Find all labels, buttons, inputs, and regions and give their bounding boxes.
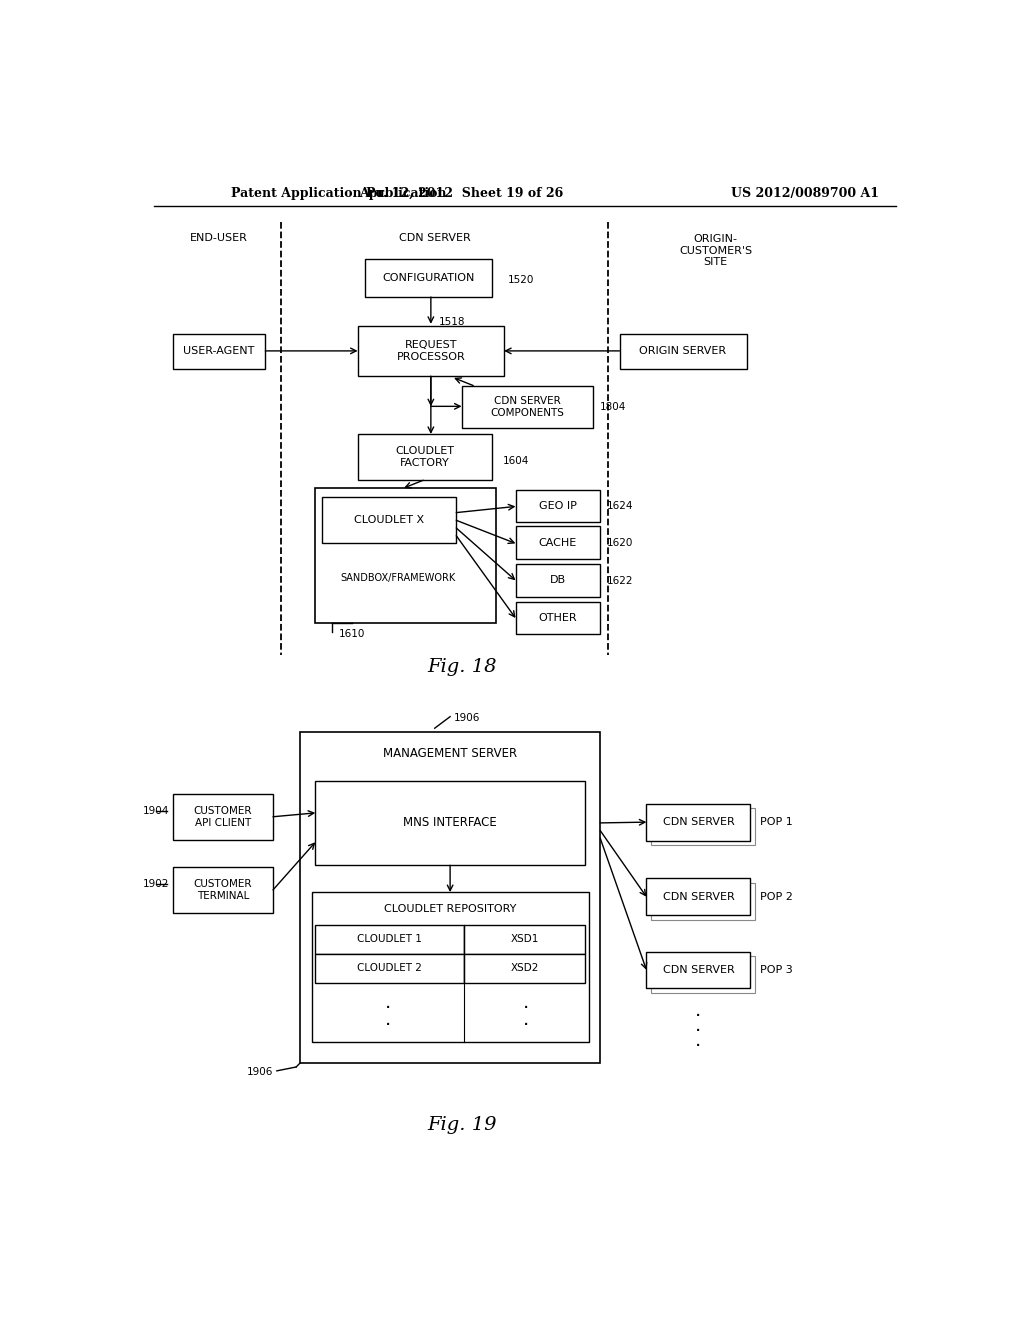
Text: 1804: 1804 <box>600 403 627 412</box>
Text: .: . <box>385 1010 391 1028</box>
Text: ORIGIN-
CUSTOMER'S
SITE: ORIGIN- CUSTOMER'S SITE <box>679 234 753 268</box>
FancyBboxPatch shape <box>322 498 457 544</box>
FancyBboxPatch shape <box>366 259 493 297</box>
Text: 1902: 1902 <box>142 879 169 888</box>
FancyBboxPatch shape <box>315 488 497 623</box>
Text: CUSTOMER
TERMINAL: CUSTOMER TERMINAL <box>194 879 252 900</box>
Text: CLOUDLET REPOSITORY: CLOUDLET REPOSITORY <box>384 904 516 915</box>
Text: Patent Application Publication: Patent Application Publication <box>230 186 446 199</box>
Text: CLOUDLET
FACTORY: CLOUDLET FACTORY <box>395 446 455 469</box>
FancyBboxPatch shape <box>515 564 600 597</box>
Text: .: . <box>695 1031 701 1051</box>
Text: GEO IP: GEO IP <box>539 500 577 511</box>
FancyBboxPatch shape <box>464 924 585 954</box>
Text: CONFIGURATION: CONFIGURATION <box>383 273 475 282</box>
Text: Fig. 19: Fig. 19 <box>427 1115 497 1134</box>
Text: US 2012/0089700 A1: US 2012/0089700 A1 <box>731 186 880 199</box>
FancyBboxPatch shape <box>515 527 600 558</box>
Text: .: . <box>523 993 529 1012</box>
Text: 1906: 1906 <box>454 713 480 723</box>
Text: 1520: 1520 <box>508 275 535 285</box>
Text: XSD1: XSD1 <box>510 935 539 944</box>
FancyBboxPatch shape <box>515 490 600 521</box>
Text: 1610: 1610 <box>339 630 365 639</box>
Text: REQUEST
PROCESSOR: REQUEST PROCESSOR <box>396 341 465 362</box>
Text: .: . <box>695 1001 701 1019</box>
Text: .: . <box>385 993 391 1012</box>
Text: Apr. 12, 2012  Sheet 19 of 26: Apr. 12, 2012 Sheet 19 of 26 <box>359 186 564 199</box>
FancyBboxPatch shape <box>357 434 493 480</box>
Text: USER-AGENT: USER-AGENT <box>183 346 255 356</box>
FancyBboxPatch shape <box>646 878 751 915</box>
FancyBboxPatch shape <box>357 326 504 376</box>
FancyBboxPatch shape <box>651 883 755 920</box>
FancyBboxPatch shape <box>300 733 600 1063</box>
FancyBboxPatch shape <box>646 952 751 989</box>
FancyBboxPatch shape <box>651 956 755 993</box>
Text: POP 2: POP 2 <box>760 892 793 902</box>
Text: CDN SERVER: CDN SERVER <box>398 232 471 243</box>
Text: 1624: 1624 <box>606 502 633 511</box>
Text: CLOUDLET 1: CLOUDLET 1 <box>357 935 422 944</box>
Text: DB: DB <box>550 576 566 585</box>
FancyBboxPatch shape <box>315 924 464 954</box>
Text: POP 1: POP 1 <box>760 817 793 828</box>
Text: .: . <box>695 1016 701 1035</box>
FancyBboxPatch shape <box>173 334 265 368</box>
Text: SANDBOX/FRAMEWORK: SANDBOX/FRAMEWORK <box>340 573 456 583</box>
FancyBboxPatch shape <box>311 892 589 1043</box>
Text: 1620: 1620 <box>606 539 633 548</box>
FancyBboxPatch shape <box>315 780 585 866</box>
FancyBboxPatch shape <box>651 808 755 845</box>
Text: CDN SERVER: CDN SERVER <box>663 817 734 828</box>
Text: CDN SERVER: CDN SERVER <box>663 965 734 975</box>
Text: .: . <box>523 1010 529 1028</box>
Text: 1906: 1906 <box>247 1068 273 1077</box>
Text: POP 3: POP 3 <box>760 965 793 975</box>
Text: ORIGIN SERVER: ORIGIN SERVER <box>639 346 727 356</box>
FancyBboxPatch shape <box>462 385 593 428</box>
Text: 1604: 1604 <box>503 455 528 466</box>
Text: OTHER: OTHER <box>539 612 578 623</box>
Text: XSD2: XSD2 <box>510 964 539 973</box>
Text: CDN SERVER: CDN SERVER <box>663 892 734 902</box>
Text: CUSTOMER
API CLIENT: CUSTOMER API CLIENT <box>194 807 252 828</box>
Text: MNS INTERFACE: MNS INTERFACE <box>403 816 497 829</box>
FancyBboxPatch shape <box>315 954 464 983</box>
Text: MANAGEMENT SERVER: MANAGEMENT SERVER <box>383 747 517 760</box>
FancyBboxPatch shape <box>173 793 273 840</box>
Text: END-USER: END-USER <box>190 232 248 243</box>
FancyBboxPatch shape <box>620 334 746 368</box>
FancyBboxPatch shape <box>464 954 585 983</box>
Text: 1622: 1622 <box>606 576 633 586</box>
Text: Fig. 18: Fig. 18 <box>427 657 497 676</box>
Text: CLOUDLET 2: CLOUDLET 2 <box>357 964 422 973</box>
FancyBboxPatch shape <box>646 804 751 841</box>
FancyBboxPatch shape <box>515 602 600 635</box>
Text: 1518: 1518 <box>438 317 465 327</box>
Text: 1904: 1904 <box>142 805 169 816</box>
Text: CLOUDLET X: CLOUDLET X <box>354 515 424 525</box>
Text: CDN SERVER
COMPONENTS: CDN SERVER COMPONENTS <box>490 396 564 417</box>
FancyBboxPatch shape <box>173 867 273 913</box>
Text: CACHE: CACHE <box>539 537 578 548</box>
